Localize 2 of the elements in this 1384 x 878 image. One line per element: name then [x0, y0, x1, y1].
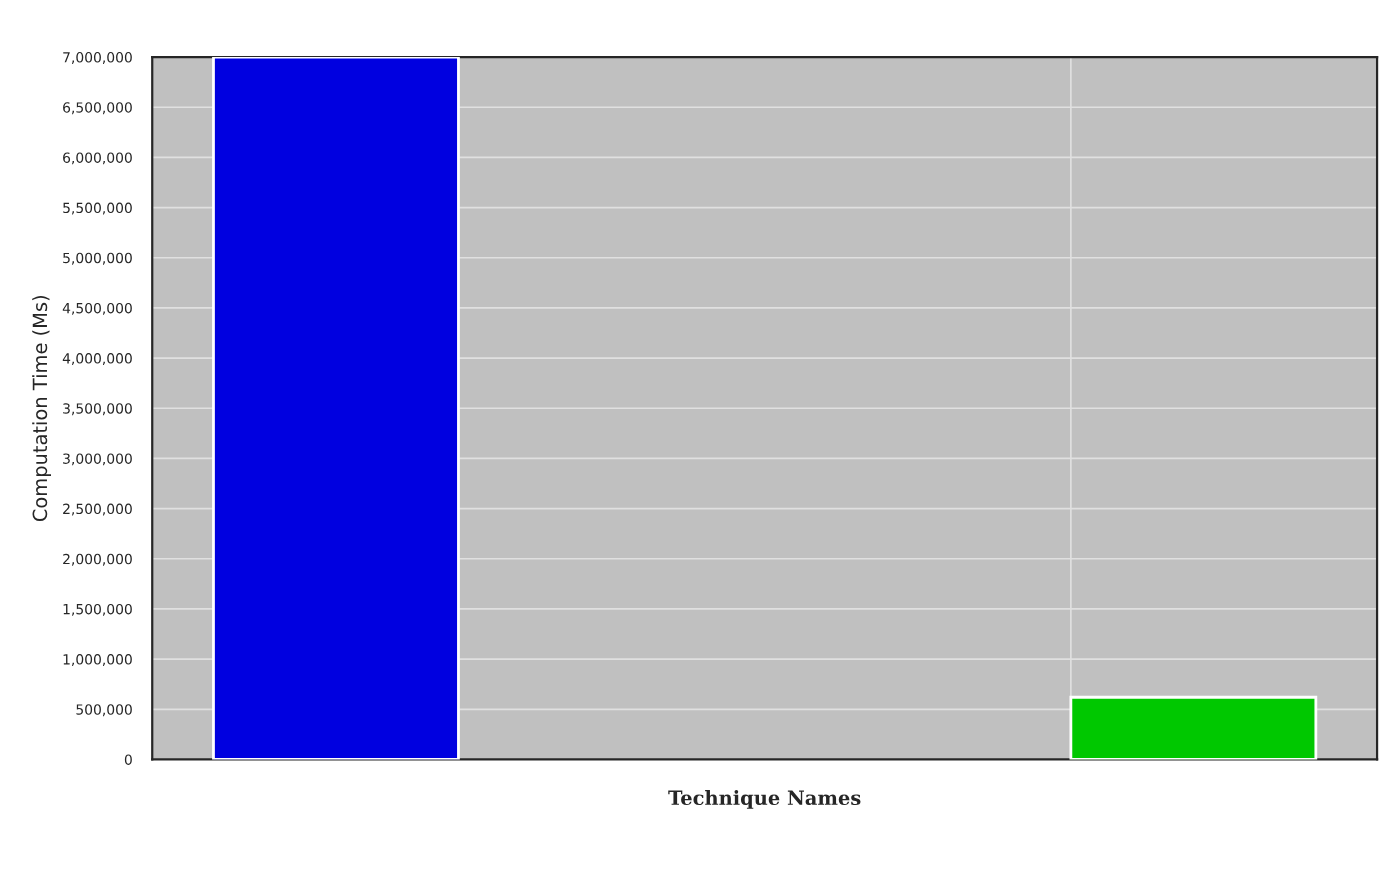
x-axis-title: Technique Names — [668, 790, 861, 809]
y-axis-title: Computation Time (Ms) — [32, 296, 51, 522]
